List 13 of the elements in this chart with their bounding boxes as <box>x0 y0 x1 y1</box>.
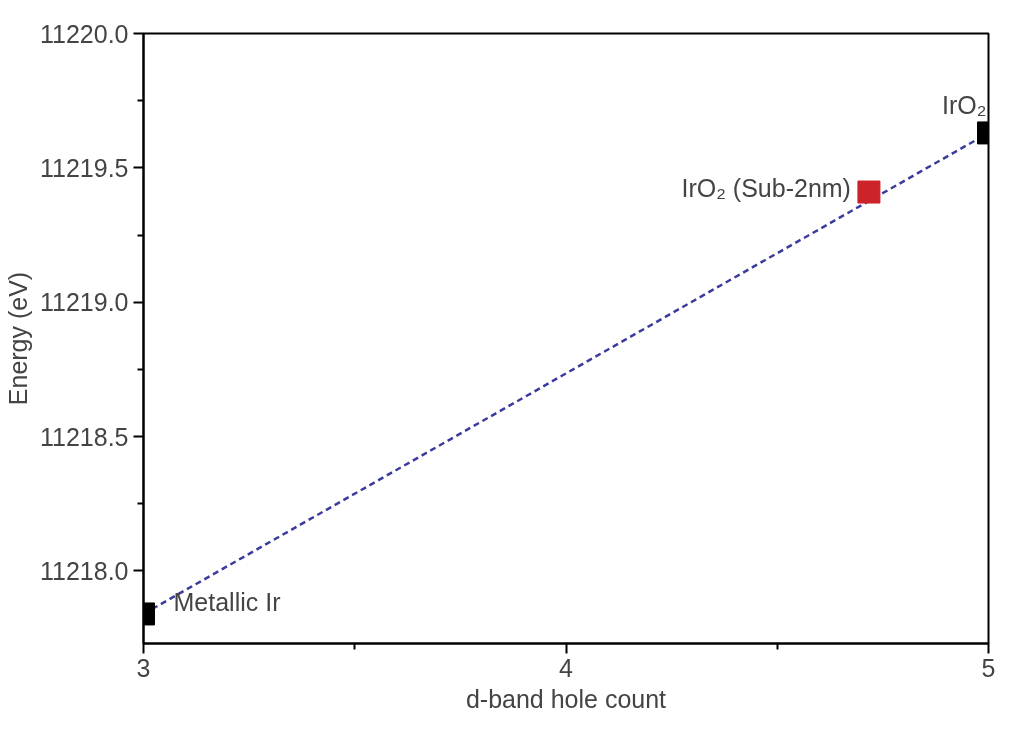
y-tick-label: 11218.0 <box>39 556 129 585</box>
y-tick-label: 11219.5 <box>39 153 129 182</box>
x-tick-label: 5 <box>981 653 996 682</box>
x-axis-title: d-band hole count <box>465 684 667 713</box>
y-tick-label: 11219.0 <box>39 288 129 317</box>
y-tick-label: 11220.0 <box>39 19 129 48</box>
x-tick-label: 3 <box>136 653 151 682</box>
annotation: IrO₂ <box>942 90 987 119</box>
x-tick-label: 4 <box>559 653 574 682</box>
annotation: Metallic Ir <box>173 587 281 616</box>
y-tick-label: 11218.5 <box>39 422 129 451</box>
annotation: IrO₂ (Sub-2nm) <box>681 174 851 203</box>
y-axis-title: Energy (eV) <box>3 271 32 406</box>
